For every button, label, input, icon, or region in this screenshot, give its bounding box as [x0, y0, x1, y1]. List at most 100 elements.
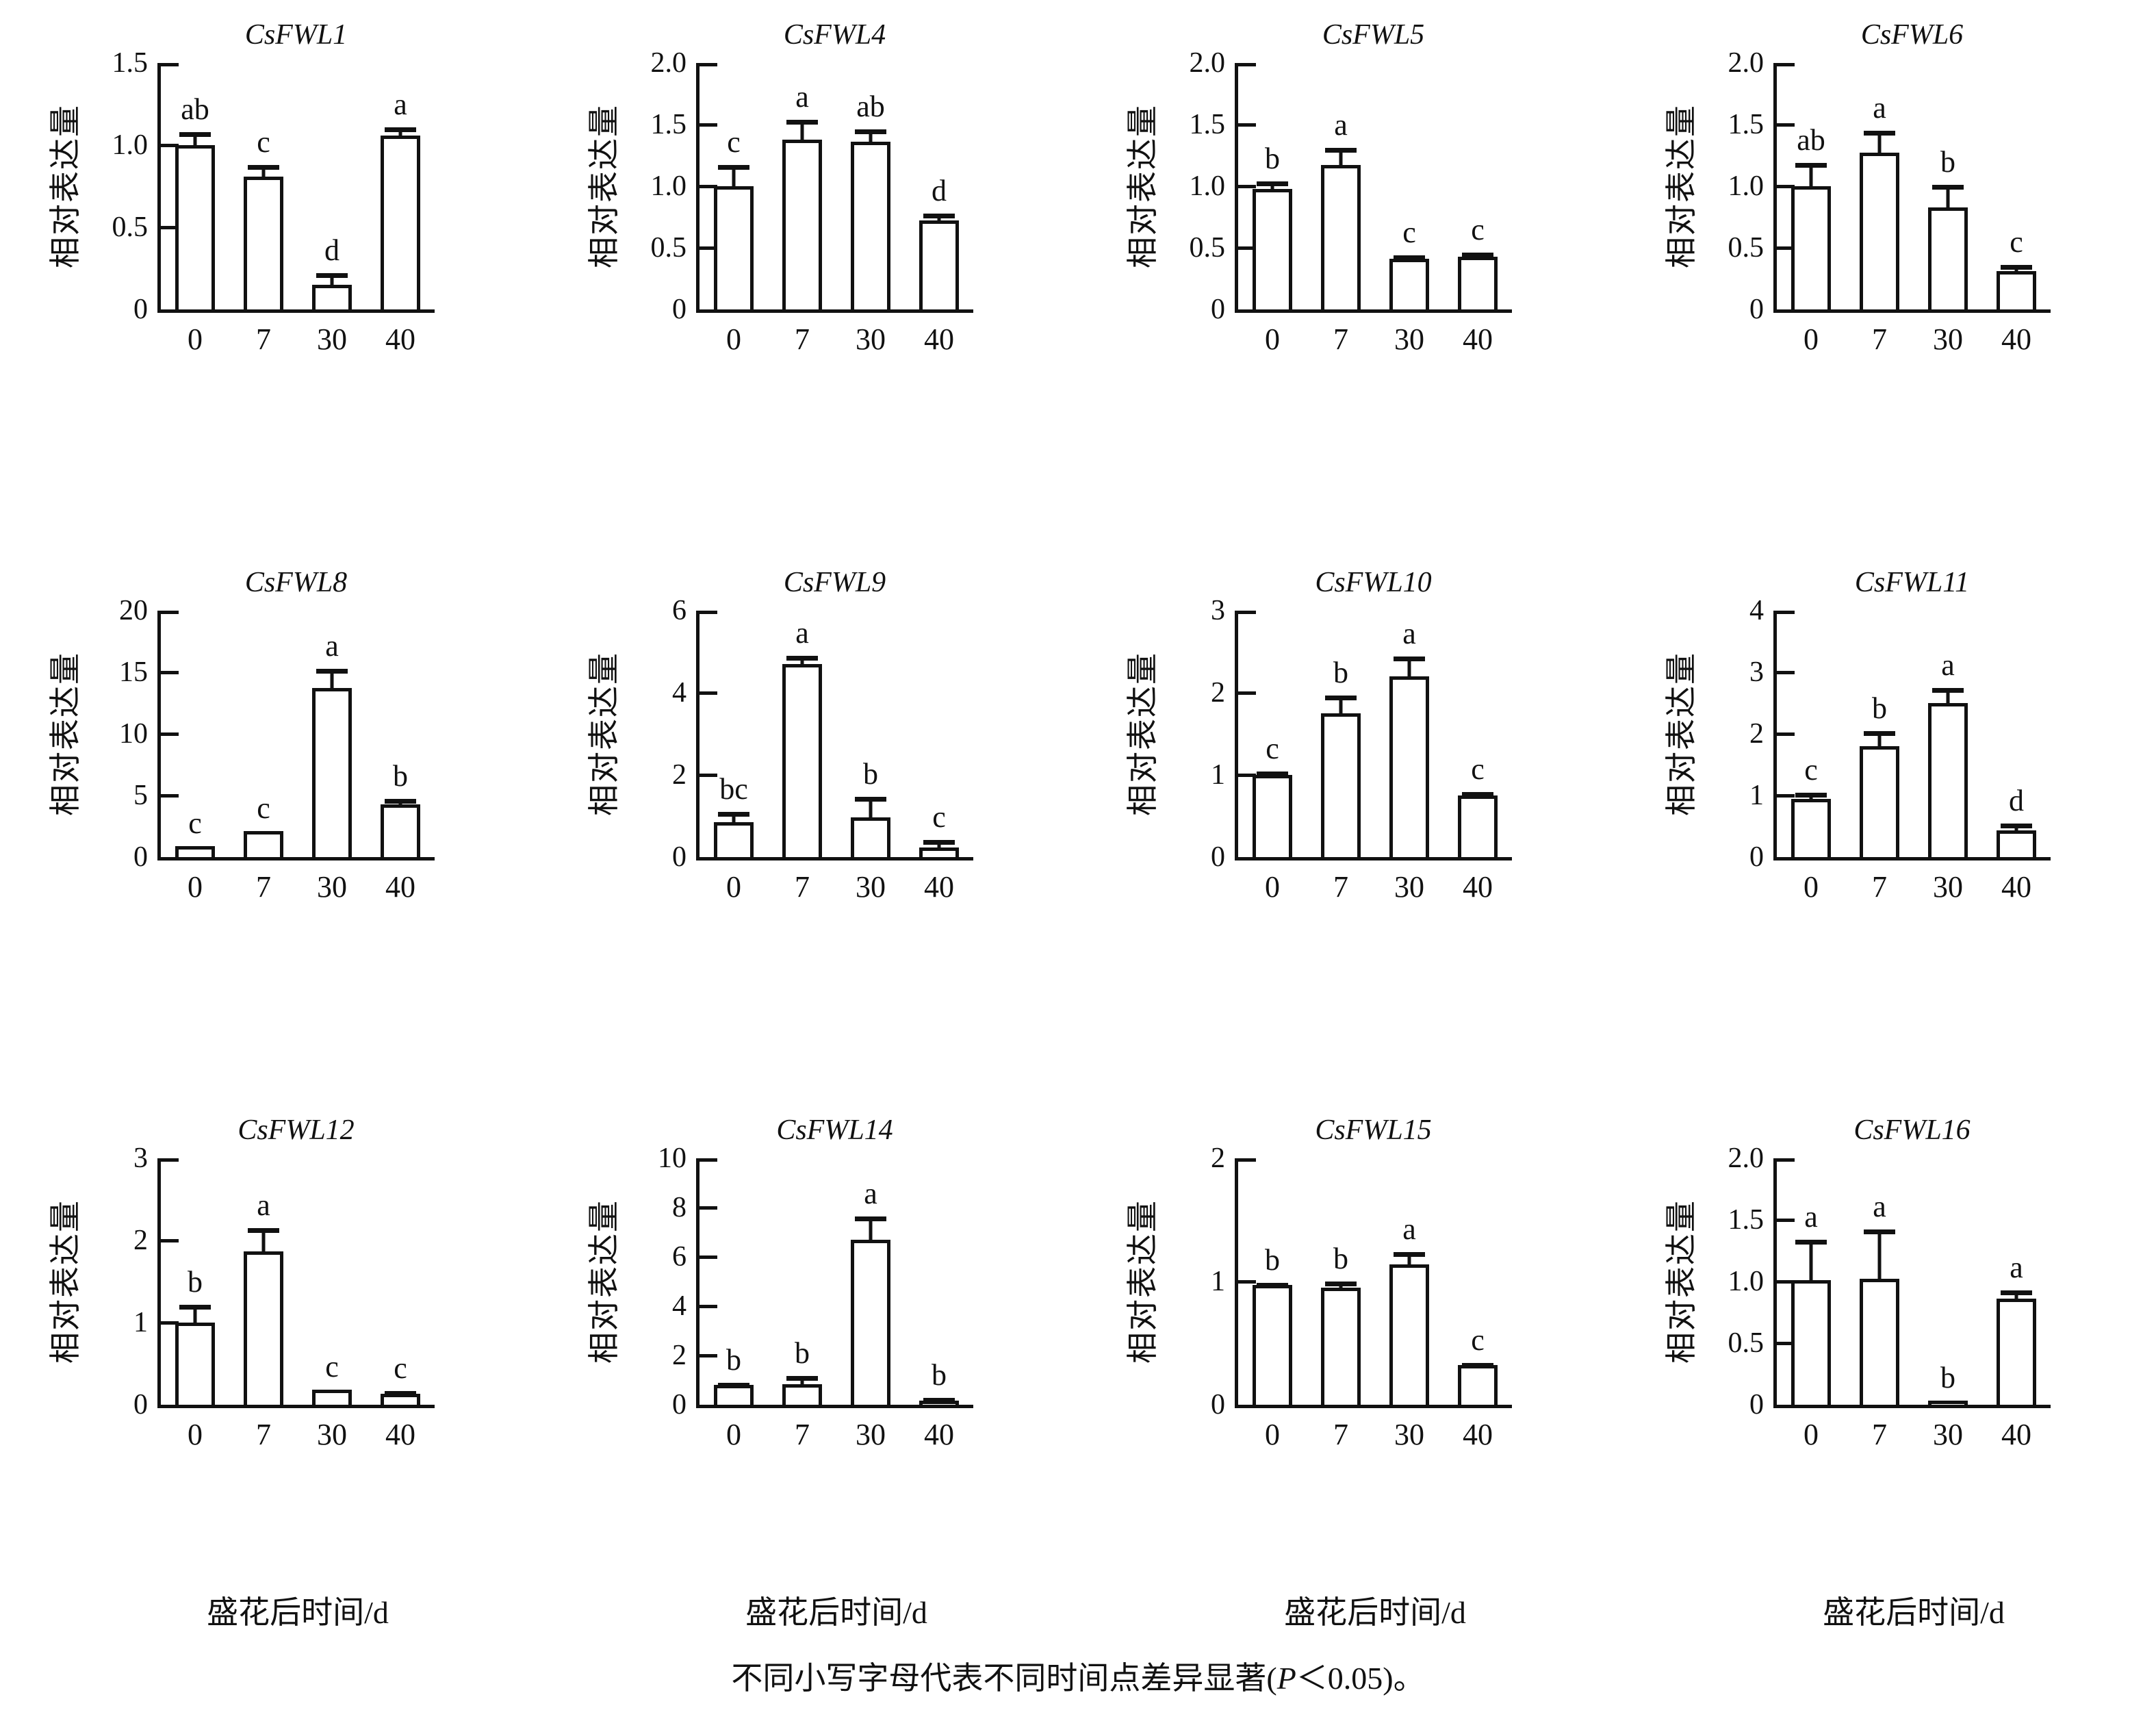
y-tick-label: 10: [119, 718, 148, 750]
caption-p-symbol: P: [1276, 1661, 1296, 1696]
significance-letter: c: [727, 125, 741, 160]
y-tick-labels: 0 0.5 1.0 1.5 2.0: [1616, 47, 1764, 325]
y-tick-label: 2: [1749, 718, 1764, 750]
chart-title: CsFWL8: [244, 567, 348, 598]
y-axis-tick: [700, 63, 717, 66]
significance-letter: c: [1266, 732, 1279, 766]
chart-CsFWL1: CsFWL1 相对表达量 0 0.5 1.0 1.5 ab c d a 0 7 30 40: [0, 18, 539, 565]
error-bar-cap: [718, 165, 749, 170]
significance-letter: a: [795, 79, 809, 114]
bar: [1928, 1401, 1968, 1405]
chart-row-1: CsFWL1 相对表达量 0 0.5 1.0 1.5 ab c d a 0 7 30 40 CsF…: [0, 18, 2156, 565]
error-bar-cap: [786, 1375, 818, 1381]
error-bar-cap: [786, 119, 818, 125]
error-bar-cap: [1462, 1362, 1493, 1368]
error-bar: [1394, 1251, 1425, 1264]
bar: [1321, 713, 1361, 857]
y-axis-tick: [1777, 793, 1795, 798]
x-tick-label: 0: [1804, 870, 1819, 904]
x-tick-label: 40: [2001, 322, 2031, 356]
y-tick-label: 1.0: [112, 129, 149, 161]
significance-letter: c: [394, 1351, 407, 1385]
x-tick-labels: 0 7 30 40: [1238, 319, 1512, 359]
error-bar-cap: [923, 1397, 955, 1403]
x-tick-label: 30: [1933, 1418, 1963, 1451]
bar: [1997, 830, 2036, 857]
plot-area: c b a c: [1235, 611, 1512, 860]
y-tick-label: 6: [672, 595, 686, 626]
y-tick-label: 1.0: [1189, 170, 1226, 202]
significance-letter: a: [325, 628, 339, 663]
y-tick-label: 3: [133, 1143, 148, 1174]
y-axis-tick: [161, 670, 179, 674]
error-bar: [316, 273, 348, 285]
y-axis-tick: [700, 773, 717, 777]
y-tick-label: 0: [1749, 1389, 1764, 1420]
significance-letter: a: [257, 1188, 270, 1222]
x-tick-label: 40: [924, 870, 954, 904]
bar: [1458, 1365, 1498, 1405]
y-tick-label: 0: [672, 294, 686, 325]
x-tick-label: 0: [1265, 1418, 1280, 1451]
y-tick-label: 1: [133, 1307, 148, 1338]
bar: [782, 139, 822, 309]
x-tick-label: 0: [1804, 322, 1819, 356]
chart-CsFWL4: CsFWL4 相对表达量 0 0.5 1.0 1.5 2.0 c a ab d 0 7 30 40: [539, 18, 1077, 565]
significance-letter: b: [932, 1357, 947, 1392]
bar: [244, 1251, 283, 1405]
x-tick-label: 0: [188, 322, 203, 356]
y-tick-label: 0: [1211, 294, 1225, 325]
error-bar-cap: [1394, 255, 1425, 260]
error-bar: [248, 1228, 279, 1251]
y-tick-label: 1.5: [1189, 109, 1226, 140]
error-bar: [1462, 1362, 1493, 1368]
y-axis-tick: [1777, 123, 1795, 127]
error-bar: [248, 164, 279, 177]
significance-letter: a: [1941, 648, 1955, 683]
error-bar-stem: [330, 668, 334, 689]
y-tick-label: 0.5: [650, 232, 687, 264]
bar: [782, 1384, 822, 1405]
significance-letter: a: [1804, 1199, 1818, 1234]
bar: [1321, 1288, 1361, 1405]
x-tick-label: 7: [1872, 1418, 1887, 1451]
x-tick-label: 0: [726, 322, 741, 356]
bar: [1389, 259, 1429, 309]
y-axis-tick: [1238, 1279, 1256, 1284]
x-axis-label: 盛花后时间/d: [745, 1595, 927, 1630]
y-tick-label: 2.0: [1189, 47, 1226, 79]
error-bar: [923, 213, 955, 221]
error-bar-cap: [1795, 1239, 1827, 1245]
significance-letter: c: [188, 806, 202, 840]
y-axis-tick: [700, 1304, 717, 1308]
error-bar-stem: [1946, 688, 1950, 703]
bar: [1253, 1285, 1292, 1405]
error-bar-cap: [1932, 688, 1964, 693]
y-tick-label: 0: [1211, 841, 1225, 873]
error-bar-stem: [1877, 1229, 1882, 1279]
y-axis-tick: [700, 246, 717, 250]
significance-letter: d: [932, 173, 947, 207]
error-bar-cap: [2001, 1290, 2032, 1295]
y-tick-label: 1: [1749, 780, 1764, 811]
plot-area: ab a b c: [1773, 63, 2051, 313]
error-bar-cap: [1325, 695, 1357, 700]
significance-letter: b: [1872, 691, 1887, 725]
x-tick-label: 40: [385, 870, 415, 904]
error-bar: [1932, 688, 1964, 703]
bar: [1791, 186, 1831, 309]
x-tick-label: 30: [856, 322, 886, 356]
y-tick-label: 0: [133, 1389, 148, 1420]
y-tick-label: 0: [133, 294, 148, 325]
x-tick-label: 30: [317, 870, 347, 904]
y-axis-tick: [1777, 1218, 1795, 1222]
y-tick-label: 0.5: [1728, 232, 1764, 264]
y-tick-label: 1.5: [650, 109, 687, 140]
